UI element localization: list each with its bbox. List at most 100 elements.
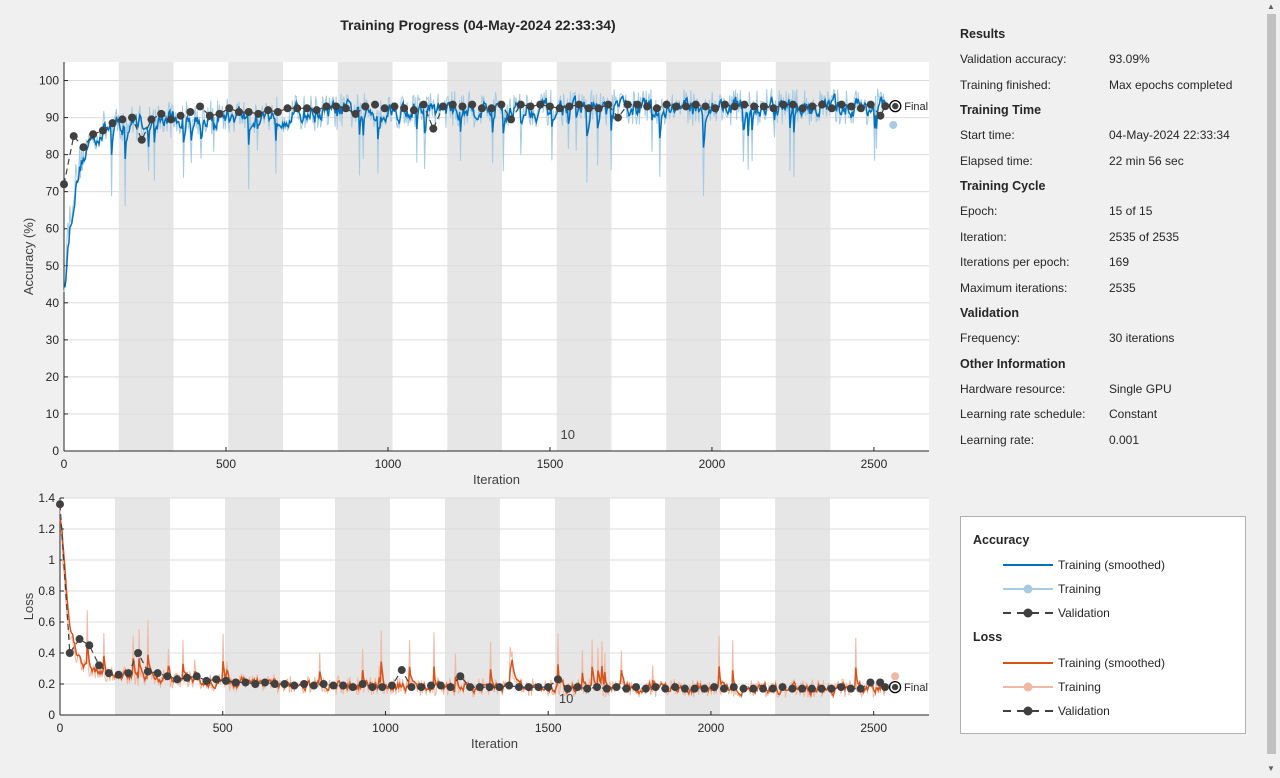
- info-row: Learning rate: 0.001: [960, 431, 1260, 457]
- validation-point: [221, 676, 230, 685]
- scroll-down-arrow-icon[interactable]: ▼: [1267, 764, 1275, 773]
- validation-point: [124, 669, 133, 678]
- y-tick-label: 50: [46, 259, 60, 273]
- x-tick-label: 2500: [860, 721, 887, 735]
- info-row: Hardware resource: Single GPU: [960, 380, 1260, 406]
- validation-point: [700, 684, 709, 693]
- validation-point: [487, 104, 496, 113]
- validation-point: [261, 678, 270, 687]
- y-tick-label: 20: [46, 370, 60, 384]
- y-tick-label: 30: [46, 333, 60, 347]
- info-row: Validation accuracy: 93.09%: [960, 50, 1260, 76]
- legend-accuracy-heading: Accuracy: [973, 533, 1030, 547]
- legend-accuracy-training: Training: [1003, 581, 1101, 597]
- validation-point: [739, 684, 748, 693]
- info-section-heading: Training Cycle: [960, 179, 1046, 193]
- validation-point: [536, 100, 545, 109]
- validation-point: [555, 104, 564, 113]
- validation-point: [186, 108, 195, 117]
- training-line: [63, 88, 886, 292]
- validation-point: [251, 680, 260, 688]
- y-tick-label: 0.8: [38, 584, 55, 598]
- validation-point: [613, 113, 622, 122]
- validation-point: [856, 104, 865, 113]
- x-axis-label: Iteration: [471, 736, 518, 751]
- x-tick-label: 500: [216, 457, 236, 471]
- validation-point: [397, 666, 406, 675]
- validation-point: [798, 684, 807, 693]
- validation-point: [749, 684, 758, 693]
- validation-point: [680, 684, 689, 693]
- validation-point: [661, 684, 670, 693]
- validation-point: [808, 102, 817, 111]
- validation-point: [192, 672, 201, 681]
- validation-point: [468, 100, 477, 109]
- y-tick-label: 0.4: [38, 646, 55, 660]
- validation-point: [682, 102, 691, 111]
- legend-label: Training (smoothed): [1058, 656, 1165, 670]
- legend-loss-smoothed: Training (smoothed): [1003, 655, 1165, 671]
- info-label: Maximum iterations:: [960, 280, 1068, 295]
- y-axis-label: Loss: [21, 592, 36, 620]
- validation-point: [231, 678, 240, 687]
- validation-point: [856, 684, 865, 693]
- info-row: Learning rate schedule: Constant: [960, 405, 1260, 431]
- line-dot-swatch-icon: [1003, 682, 1053, 692]
- validation-point: [622, 684, 631, 693]
- validation-point: [711, 104, 720, 113]
- info-row: Iterations per epoch: 169: [960, 253, 1260, 279]
- x-tick-label: 0: [61, 457, 68, 471]
- dashed-dot-swatch-icon: [1003, 706, 1053, 716]
- validation-point: [584, 104, 593, 113]
- legend-loss-validation: Validation: [1003, 703, 1110, 719]
- training-line: [59, 502, 886, 700]
- validation-point: [166, 115, 175, 124]
- info-row: Iteration: 2535 of 2535: [960, 228, 1260, 254]
- validation-point: [270, 680, 279, 688]
- info-row: Start time: 04-May-2024 22:33:34: [960, 126, 1260, 152]
- validation-point: [244, 108, 253, 117]
- validation-point: [553, 675, 562, 684]
- validation-point: [710, 683, 719, 692]
- validation-point: [95, 661, 104, 670]
- validation-point: [545, 102, 554, 111]
- validation-point: [319, 680, 328, 688]
- y-tick-label: 0.6: [38, 615, 55, 629]
- validation-point: [134, 649, 143, 657]
- line-dot-swatch-icon: [1003, 584, 1053, 594]
- scrollbar-thumb[interactable]: [1267, 14, 1276, 754]
- epoch-band: [556, 62, 612, 451]
- validation-point: [419, 100, 428, 109]
- info-value: Constant: [1109, 407, 1158, 421]
- x-tick-label: 2000: [698, 721, 725, 735]
- info-value: Single GPU: [1109, 381, 1172, 396]
- y-tick-label: 0: [52, 444, 59, 458]
- validation-point: [358, 680, 367, 688]
- validation-point: [378, 683, 387, 692]
- validation-point: [439, 102, 448, 111]
- validation-point: [173, 675, 182, 684]
- validation-point: [544, 683, 553, 692]
- validation-point: [750, 102, 759, 111]
- validation-point: [380, 104, 389, 113]
- final-training-point: [889, 120, 898, 129]
- validation-point: [788, 100, 797, 109]
- validation-point: [641, 684, 650, 693]
- info-row: Epoch: 15 of 15: [960, 202, 1260, 228]
- info-section-heading: Training Time: [960, 103, 1042, 117]
- legend-accuracy-validation: Validation: [1003, 605, 1110, 621]
- validation-point: [241, 678, 250, 687]
- scroll-up-arrow-icon[interactable]: ▲: [1267, 2, 1275, 11]
- validation-point: [137, 135, 146, 144]
- validation-point: [662, 100, 671, 109]
- info-label: Hardware resource:: [960, 381, 1066, 396]
- loss-chart: 0 0.2 0.4 0.6 0.8 1 1.2 1.4 0 500 1000 1500 2000 2500…: [21, 491, 929, 751]
- validation-point: [759, 684, 768, 693]
- info-value: 2535 of 2535: [1109, 229, 1180, 244]
- validation-point: [104, 669, 113, 678]
- validation-point: [65, 649, 74, 657]
- epoch-number-label: 10: [559, 691, 573, 706]
- validation-point: [807, 684, 816, 693]
- validation-point: [368, 683, 377, 692]
- info-label: Epoch:: [960, 204, 998, 218]
